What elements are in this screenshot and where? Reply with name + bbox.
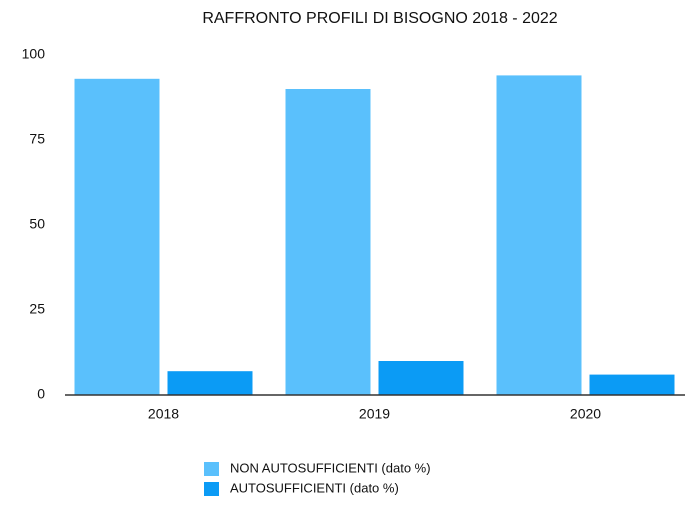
x-tick-label: 2019 [359,406,390,422]
bar [378,361,464,395]
legend-label: AUTOSUFFICIENTI (dato %) [230,480,399,495]
chart-title: RAFFRONTO PROFILI DI BISOGNO 2018 - 2022 [202,10,557,27]
y-tick-label: 50 [29,216,45,232]
y-tick-label: 75 [29,131,45,147]
legend-swatch [204,462,219,476]
x-tick-label: 2020 [570,406,601,422]
y-tick-label: 25 [29,301,45,317]
x-tick-label: 2018 [148,406,179,422]
legend-swatch [204,482,219,496]
y-tick-label: 100 [22,46,46,62]
y-tick-label: 0 [37,386,45,402]
legend-label: NON AUTOSUFFICIENTI (dato %) [230,460,431,475]
bar [589,374,675,395]
bar [496,75,582,396]
bar [74,78,160,396]
bar [285,89,371,395]
bar [167,371,253,395]
